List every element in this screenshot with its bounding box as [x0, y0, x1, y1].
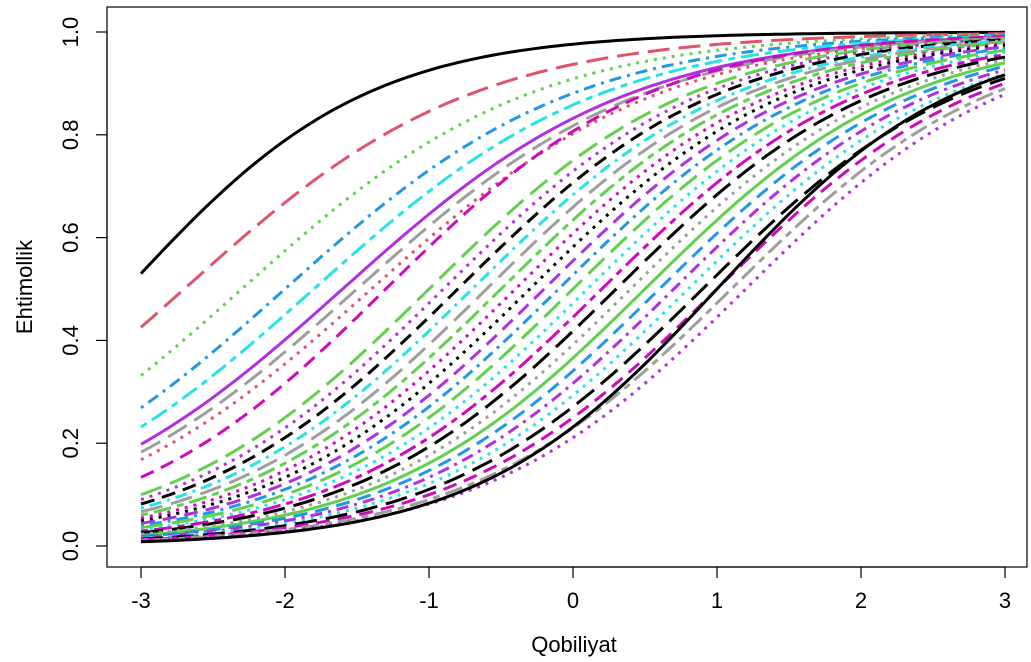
x-tick-label: 3 — [999, 588, 1011, 613]
curve-30 — [140, 81, 1006, 542]
x-axis-title: Qobiliyat — [531, 632, 617, 657]
curves-group — [139, 30, 1006, 544]
x-axis: -3 -2 -1 0 1 2 3 — [131, 566, 1011, 613]
y-tick-label: 0.0 — [58, 531, 83, 562]
x-tick-label: -1 — [419, 588, 439, 613]
curve-16 — [140, 42, 1006, 520]
curve-15 — [140, 41, 1006, 517]
curve-14 — [140, 40, 1006, 514]
y-tick-label: 0.6 — [58, 222, 83, 253]
curve-25 — [140, 61, 1006, 537]
curve-33 — [140, 73, 1006, 544]
y-tick-label: 0.8 — [58, 120, 83, 151]
x-tick-label: 2 — [855, 588, 867, 613]
y-tick-label: 0.4 — [58, 325, 83, 356]
x-tick-label: -2 — [275, 588, 295, 613]
curve-7 — [140, 36, 1006, 454]
x-tick-label: -3 — [131, 588, 151, 613]
curve-31 — [140, 87, 1006, 542]
curve-19 — [140, 46, 1006, 528]
y-axis-title: Ehtimollik — [12, 239, 37, 334]
curve-2 — [140, 32, 1006, 329]
x-tick-label: 0 — [567, 588, 579, 613]
curve-12 — [140, 38, 1006, 506]
curve-24 — [140, 58, 1006, 536]
curve-18 — [140, 45, 1006, 525]
curve-28 — [140, 72, 1006, 540]
y-tick-label: 1.0 — [58, 17, 83, 48]
curve-5 — [140, 34, 1006, 429]
curve-8 — [140, 36, 1006, 462]
x-tick-label: 1 — [711, 588, 723, 613]
y-axis: 0.0 0.2 0.4 0.6 0.8 1.0 — [58, 17, 108, 562]
curve-23 — [140, 55, 1006, 535]
curve-3 — [140, 33, 1006, 377]
curve-10 — [140, 36, 1006, 497]
curve-9 — [140, 35, 1006, 479]
curve-13 — [140, 39, 1006, 510]
curve-20 — [140, 48, 1006, 530]
curve-27 — [140, 68, 1006, 539]
curve-26 — [140, 64, 1006, 538]
curve-1 — [139, 30, 1006, 275]
y-tick-label: 0.2 — [58, 428, 83, 459]
